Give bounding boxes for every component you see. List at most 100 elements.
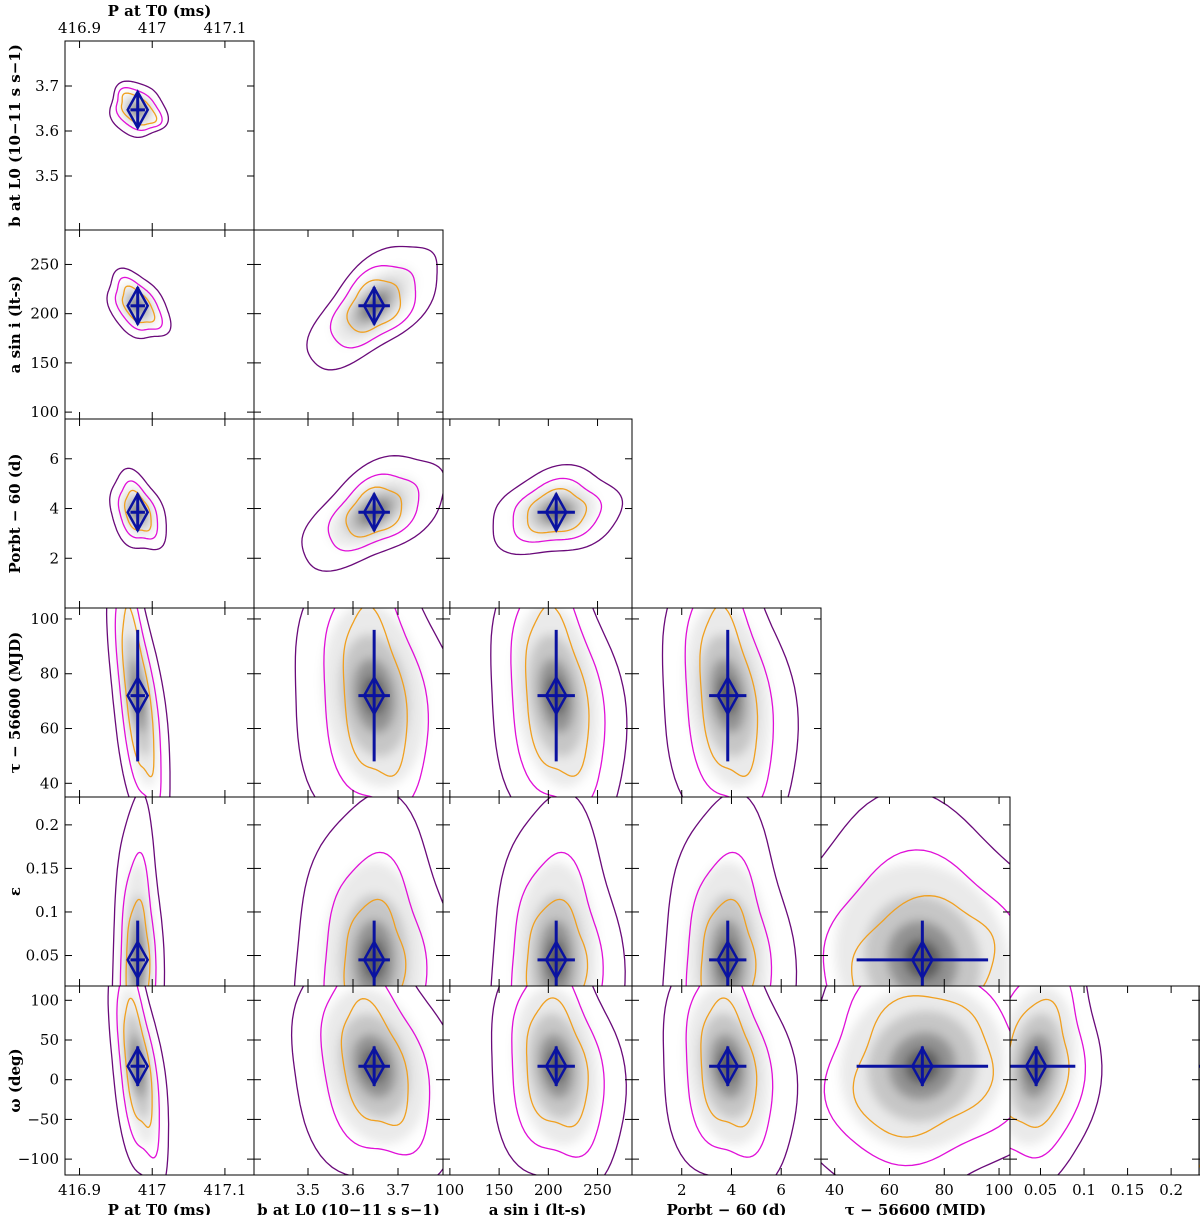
y-tick-label: 3.6 [35, 122, 59, 140]
best-fit-marker [537, 920, 575, 986]
contour-inner [699, 608, 759, 777]
panel-Porb-vs-asini [442, 418, 633, 609]
y-tick-label: 3.7 [35, 77, 59, 95]
panel-tau-vs-b [253, 607, 444, 798]
contour-inner [342, 608, 408, 777]
x-tick-label: 60 [880, 1181, 899, 1199]
panel-frame [64, 607, 255, 798]
panel-tau-vs-P [64, 607, 255, 798]
contour-inner [123, 997, 153, 1128]
best-fit-diamond [126, 939, 150, 981]
best-fit-marker [709, 1045, 747, 1087]
best-fit-marker [126, 920, 150, 986]
contour-mid [117, 480, 159, 540]
y-tick-label: 100 [30, 610, 59, 628]
contour-mid [685, 851, 773, 986]
panel-eps-vs-tau [820, 796, 1011, 987]
x-tick-label: 100 [436, 1181, 465, 1199]
contour-mid [323, 608, 430, 797]
panel-eps-vs-Porb [631, 796, 822, 987]
x-tick-label: 3.5 [296, 1181, 320, 1199]
best-fit-diamond [126, 1045, 150, 1087]
y-tick-label: 0.15 [26, 859, 59, 877]
best-fit-marker [358, 1045, 390, 1087]
y-axis-title: a sin i (lt-s) [6, 276, 24, 374]
y-tick-label: 40 [40, 774, 59, 792]
contour-mid [510, 851, 604, 986]
contour-inner [345, 486, 403, 538]
best-fit-diamond [716, 1045, 740, 1087]
top-tick-label: 417.1 [203, 19, 246, 37]
y-tick-label: 50 [40, 1031, 59, 1049]
contour-mid [115, 87, 163, 132]
best-fit-diamond [910, 1045, 934, 1087]
x-tick-label: 80 [935, 1181, 954, 1199]
x-tick-label: 200 [534, 1181, 563, 1199]
x-tick-label: 416.9 [58, 1181, 101, 1199]
contour-outer [109, 467, 167, 551]
contour-inner [340, 998, 409, 1127]
y-axis-title: b at L0 (10−11 s s−1) [6, 44, 24, 227]
best-fit-marker [358, 285, 390, 327]
best-fit-diamond [716, 939, 740, 981]
contour-outer [111, 797, 166, 986]
y-axis-title: τ − 56600 (MJD) [6, 632, 24, 773]
panel-omega-vs-eps [1009, 985, 1200, 1176]
x-axis-title: a sin i (lt-s) [489, 1201, 587, 1215]
contour-outer [293, 797, 443, 986]
x-axis-title: b at L0 (10−11 s s−1) [257, 1201, 440, 1215]
best-fit-diamond [362, 285, 386, 327]
best-fit-marker [126, 491, 150, 533]
panel-omega-vs-P [64, 985, 255, 1176]
best-fit-diamond [362, 1045, 386, 1087]
y-tick-label: 2 [49, 549, 59, 567]
panel-frame [64, 796, 255, 987]
best-fit-marker [126, 629, 150, 762]
contour-mid [119, 851, 157, 986]
contour-outer [661, 608, 799, 797]
contour-inner [526, 488, 588, 534]
contour-outer [821, 797, 1010, 866]
panel-frame [1198, 985, 1200, 1176]
x-axis-title: P at T0 (ms) [108, 1201, 212, 1215]
y-axis-title: Porbt − 60 (d) [6, 454, 24, 574]
top-tick-label: 416.9 [58, 19, 101, 37]
x-tick-label: 0.2 [1159, 1181, 1183, 1199]
best-fit-diamond [126, 491, 150, 533]
x-tick-label: 0.15 [1111, 1181, 1144, 1199]
contour-mid [684, 608, 775, 797]
contour-outer [1134, 925, 1200, 1194]
y-tick-label: 200 [30, 305, 59, 323]
contour-inner [121, 285, 156, 324]
contour-inner [700, 898, 757, 986]
y-tick-label: 0 [49, 1071, 59, 1089]
best-fit-diamond [362, 675, 386, 717]
contour-mid [327, 473, 420, 552]
y-tick-label: 100 [30, 403, 59, 421]
best-fit-marker [358, 920, 390, 986]
panel-frame [64, 418, 255, 609]
contour-outer [306, 245, 438, 371]
contour-outer [301, 455, 443, 572]
y-tick-label: 6 [49, 450, 59, 468]
contour-outer [662, 797, 798, 986]
best-fit-marker [358, 491, 390, 533]
x-tick-label: 3.7 [386, 1181, 410, 1199]
x-tick-label: 6 [776, 1181, 786, 1199]
contour-mid [511, 986, 605, 1158]
best-fit-diamond [910, 939, 934, 981]
y-tick-label: 150 [30, 354, 59, 372]
contour-inner [346, 279, 402, 333]
contour-inner [525, 898, 589, 986]
x-tick-label: 4 [727, 1181, 737, 1199]
best-fit-marker [856, 1045, 989, 1087]
y-axis-title: ω (deg) [6, 1048, 24, 1112]
contour-mid [116, 986, 160, 1159]
y-tick-label: −100 [18, 1150, 59, 1168]
best-fit-marker [537, 629, 575, 762]
best-fit-marker [537, 1045, 575, 1087]
y-tick-label: 0.05 [26, 947, 59, 965]
panel-omega-vs-tau [820, 985, 1011, 1176]
x-tick-label: 250 [583, 1181, 612, 1199]
